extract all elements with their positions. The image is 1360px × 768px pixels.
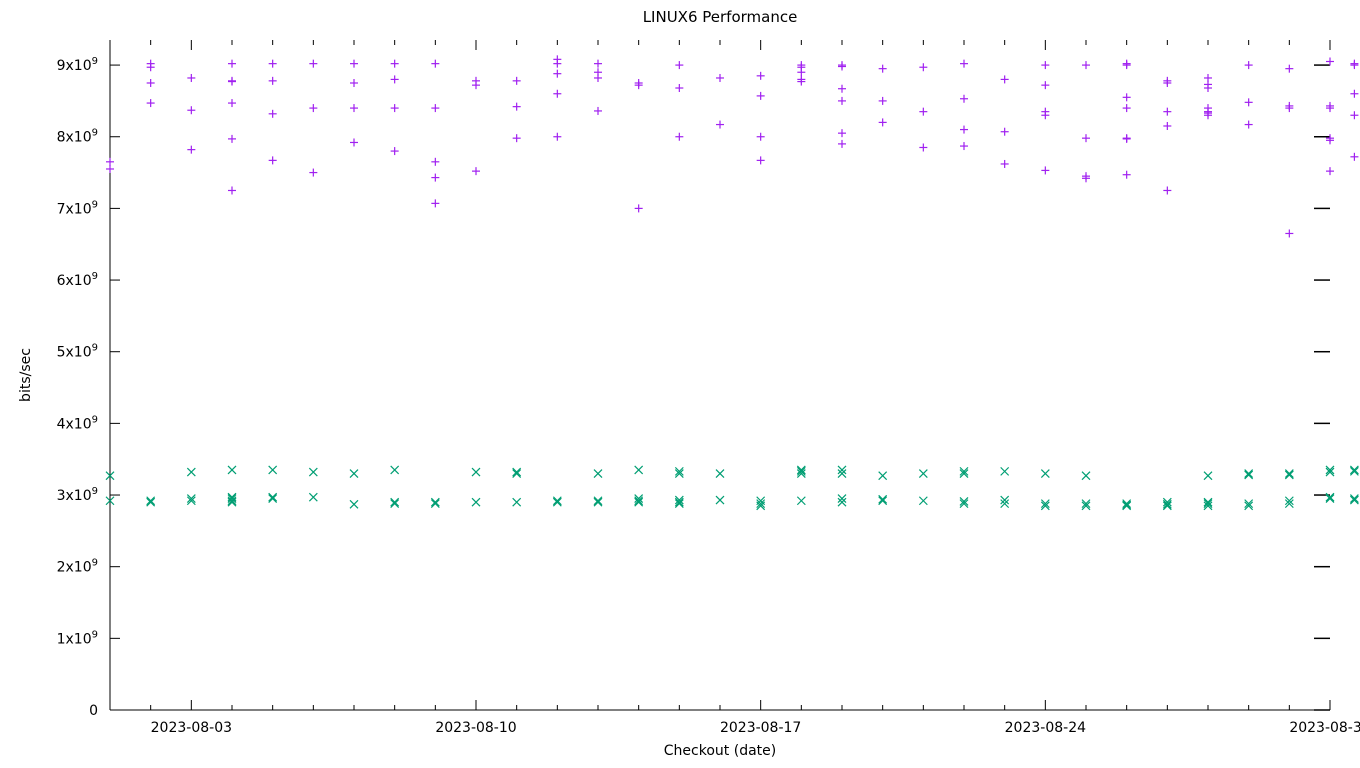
ytick-label: 9x109 (57, 56, 98, 74)
xtick-label: 2023-08-17 (720, 720, 801, 736)
chart-svg: LINUX6 Performance 0 1x109 2x109 3x109 4x109 5… (0, 0, 1360, 768)
ytick-label: 2x109 (57, 558, 98, 576)
ytick-label: 3x109 (57, 486, 98, 504)
ytick-label: 7x109 (57, 199, 98, 217)
xtick-label: 2023-08-03 (151, 720, 232, 736)
ytick-label: 1x109 (57, 629, 98, 647)
ytick-label: 4x109 (57, 414, 98, 432)
x-axis-label: Checkout (date) (664, 743, 776, 759)
xtick-label: 2023-08-10 (435, 720, 516, 736)
xtick-label: 2023-08-31 (1289, 720, 1360, 736)
chart-title: LINUX6 Performance (643, 8, 798, 26)
ytick-label: 6x109 (57, 271, 98, 289)
ytick-label: 5x109 (57, 343, 98, 361)
xtick-label: 2023-08-24 (1005, 720, 1086, 736)
performance-chart: LINUX6 Performance 0 1x109 2x109 3x109 4x109 5… (0, 0, 1360, 768)
y-axis-label: bits/sec (18, 348, 34, 402)
ytick-label: 0 (89, 703, 98, 719)
ytick-label: 8x109 (57, 128, 98, 146)
